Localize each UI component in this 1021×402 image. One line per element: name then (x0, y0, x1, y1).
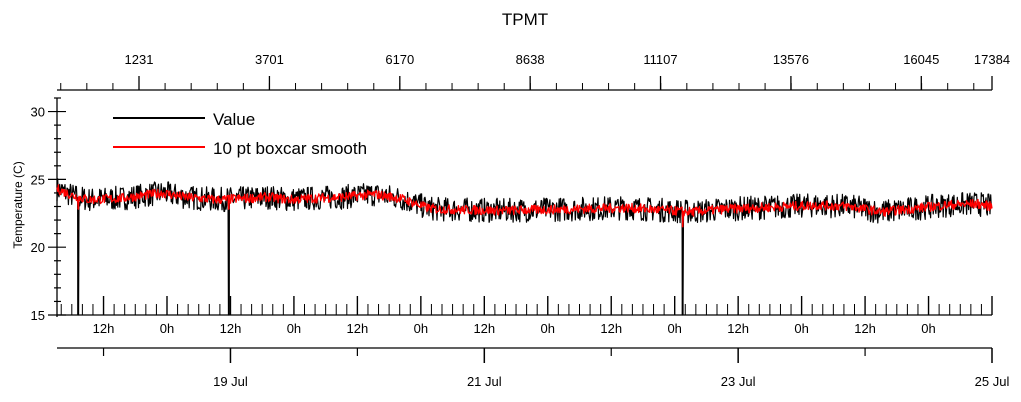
hour-tick-label: 0h (287, 321, 301, 336)
y-axis-tick-label: 15 (31, 308, 45, 323)
legend-label-value: Value (213, 110, 255, 129)
hour-tick-label: 0h (794, 321, 808, 336)
plot-area (56, 178, 993, 316)
top-axis-tick-label: 3701 (255, 52, 284, 67)
hour-tick-label: 12h (600, 321, 622, 336)
hour-tick-label: 0h (160, 321, 174, 336)
top-axis-tick-label: 17384 (974, 52, 1010, 67)
y-axis-tick-label: 20 (31, 240, 45, 255)
top-axis-tick-label: 11107 (643, 52, 677, 67)
bottom-date-axis: 19 Jul 21 Jul 23 Jul 25 Jul (57, 347, 1010, 389)
legend: Value 10 pt boxcar smooth (113, 110, 367, 158)
hour-tick-label: 12h (854, 321, 876, 336)
left-axis: 15 20 25 30 (31, 97, 66, 323)
series-line-value (56, 178, 993, 316)
legend-label-smooth: 10 pt boxcar smooth (213, 139, 367, 158)
series-line-boxcar-smooth (56, 184, 993, 228)
hour-tick-label: 12h (473, 321, 495, 336)
date-tick-label: 25 Jul (975, 374, 1010, 389)
top-axis-tick-label: 13576 (773, 52, 809, 67)
hour-tick-label: 0h (921, 321, 935, 336)
y-axis-label: Temperature (C) (11, 161, 25, 248)
hour-tick-label: 0h (667, 321, 681, 336)
date-tick-label: 19 Jul (213, 374, 248, 389)
hour-tick-label: 12h (347, 321, 369, 336)
hour-tick-label: 12h (220, 321, 242, 336)
bottom-hour-axis: 12h 0h 12h 0h 12h 0h 12h 0h 12h 0h 12h 0h 12h 0h (57, 296, 993, 336)
top-axis-tick-label: 8638 (516, 52, 545, 67)
hour-tick-label: 0h (414, 321, 428, 336)
hour-tick-label: 12h (727, 321, 749, 336)
top-axis-tick-label: 6170 (385, 52, 414, 67)
top-axis-tick-label: 1231 (125, 52, 154, 67)
hour-tick-label: 12h (93, 321, 115, 336)
y-axis-tick-label: 30 (31, 105, 45, 120)
hour-tick-label: 0h (541, 321, 555, 336)
date-tick-label: 21 Jul (467, 374, 502, 389)
y-axis-tick-label: 25 (31, 172, 45, 187)
chart-title: TPMT (502, 10, 548, 29)
top-axis: 1231 3701 6170 8638 11107 13576 16045 17384 (57, 52, 1010, 91)
date-tick-label: 23 Jul (721, 374, 756, 389)
top-axis-tick-label: 16045 (903, 52, 939, 67)
